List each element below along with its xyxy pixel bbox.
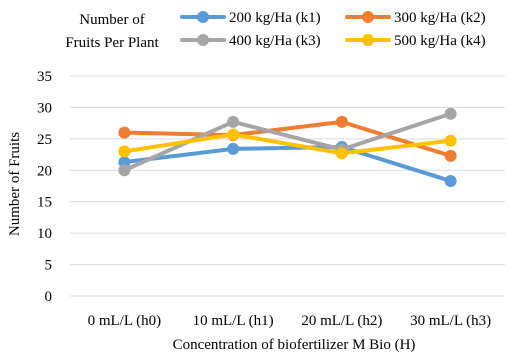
legend-label-4: 500 kg/Ha (k4) [394, 33, 486, 49]
y-tick-label-5: 5 [45, 258, 53, 274]
y-tick-label-20: 20 [37, 163, 52, 179]
data-point-s3-0 [118, 164, 131, 177]
x-tick-label-3: 30 mL/L (h3) [410, 313, 491, 329]
legend-swatch-marker-1 [197, 11, 209, 23]
legend-item-4: 500 kg/Ha (k4) [345, 33, 486, 49]
gridlines [70, 75, 505, 297]
data-point-s2-2 [335, 115, 348, 128]
data-point-s4-1 [227, 128, 240, 141]
data-point-s4-3 [444, 134, 457, 147]
legend-swatch-marker-2 [362, 11, 374, 23]
legend-title-line-2: Fruits Per Plant [65, 35, 159, 51]
series-line-1 [122, 145, 453, 183]
x-tick-label-1: 10 mL/L (h1) [193, 313, 274, 329]
legend-item-3: 400 kg/Ha (k3) [180, 33, 321, 49]
data-point-s3-3 [444, 107, 457, 120]
x-axis-title: Concentration of biofertilizer M Bio (H) [173, 337, 416, 353]
y-tick-label-10: 10 [37, 226, 52, 242]
y-axis-title: Number of Fruits [7, 132, 23, 236]
series-line-2 [122, 119, 453, 158]
legend-swatch-marker-4 [362, 34, 374, 46]
series-line-4 [122, 132, 453, 156]
x-axis-ticks: 0 mL/L (h0) 10 mL/L (h1) 20 mL/L (h2) 30 mL… [88, 313, 492, 329]
data-point-s2-3 [444, 149, 457, 162]
legend-swatch-marker-3 [197, 34, 209, 46]
legend-label-1: 200 kg/Ha (k1) [229, 10, 321, 26]
data-point-s1-3 [444, 174, 457, 187]
legend: 200 kg/Ha (k1) 300 kg/Ha (k2) 400 kg/Ha (k… [180, 10, 486, 49]
data-point-s4-2 [335, 147, 348, 160]
series-3 [118, 107, 457, 177]
data-point-s3-1 [227, 115, 240, 128]
series-line-3 [122, 111, 453, 173]
legend-item-2: 300 kg/Ha (k2) [345, 10, 486, 26]
y-tick-label-35: 35 [37, 69, 52, 85]
y-tick-label-15: 15 [37, 195, 52, 211]
series-4 [118, 128, 457, 160]
y-tick-label-0: 0 [45, 289, 53, 305]
data-point-s2-0 [118, 126, 131, 139]
data-point-s4-0 [118, 145, 131, 158]
data-point-s1-1 [227, 142, 240, 155]
legend-label-3: 400 kg/Ha (k3) [229, 33, 321, 49]
x-tick-label-0: 0 mL/L (h0) [88, 313, 162, 329]
legend-title-line-1: Number of [79, 12, 144, 28]
y-tick-label-30: 30 [37, 100, 52, 116]
x-tick-label-2: 20 mL/L (h2) [301, 313, 382, 329]
y-axis-ticks: 0 5 10 15 20 25 30 35 [37, 69, 52, 305]
series-group [118, 107, 457, 187]
y-tick-label-25: 25 [37, 132, 52, 148]
legend-label-2: 300 kg/Ha (k2) [394, 10, 486, 26]
legend-item-1: 200 kg/Ha (k1) [180, 10, 321, 26]
